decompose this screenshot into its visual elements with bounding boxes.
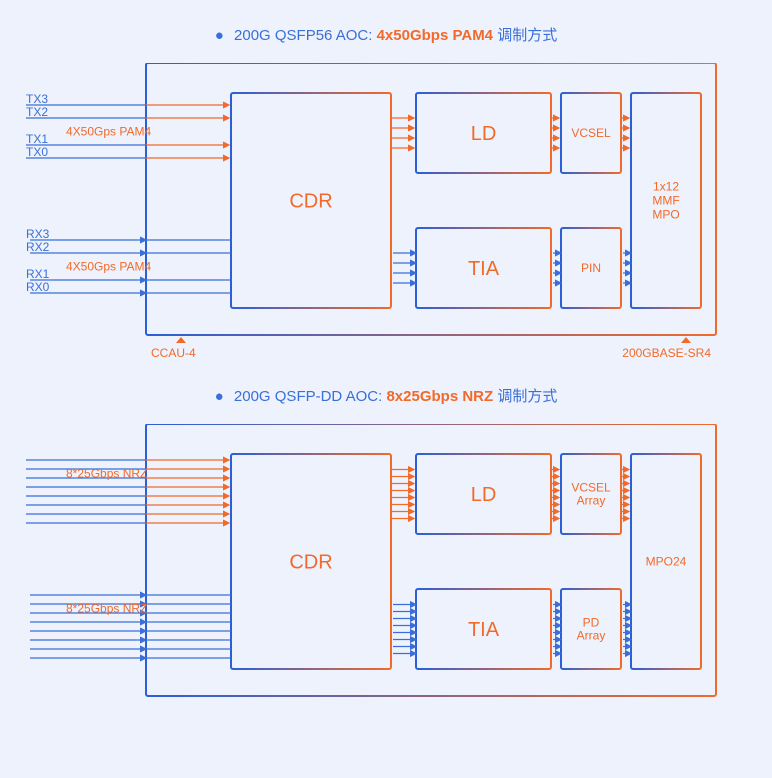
svg-text:MPO: MPO bbox=[652, 208, 679, 222]
svg-text:LD: LD bbox=[471, 123, 497, 145]
svg-text:LD: LD bbox=[471, 484, 497, 506]
diagram2: CDRLDTIAVCSELArrayPDArrayMPO248*25Gbps N… bbox=[0, 424, 772, 714]
svg-text:CDR: CDR bbox=[289, 552, 332, 574]
svg-text:TX0: TX0 bbox=[26, 145, 48, 159]
svg-text:TX3: TX3 bbox=[26, 92, 48, 106]
svg-text:PIN: PIN bbox=[581, 261, 601, 275]
svg-text:200GBASE-SR4: 200GBASE-SR4 bbox=[622, 346, 711, 360]
svg-text:VCSEL: VCSEL bbox=[571, 481, 611, 495]
svg-text:1x12: 1x12 bbox=[653, 180, 679, 194]
title2-suffix: 调制方式 bbox=[493, 388, 557, 405]
svg-text:CCAU-4: CCAU-4 bbox=[151, 346, 196, 360]
svg-text:MMF: MMF bbox=[652, 194, 679, 208]
svg-text:TX1: TX1 bbox=[26, 132, 48, 146]
title2-prefix: 200G QSFP-DD AOC: bbox=[234, 388, 387, 405]
svg-text:RX2: RX2 bbox=[26, 240, 50, 254]
svg-text:4X50Gps PAM4: 4X50Gps PAM4 bbox=[66, 125, 151, 139]
title1-prefix: 200G QSFP56 AOC: bbox=[234, 27, 377, 44]
bullet-icon: ● bbox=[215, 27, 224, 44]
bullet-icon: ● bbox=[215, 388, 224, 405]
svg-text:PD: PD bbox=[583, 616, 600, 630]
svg-text:TIA: TIA bbox=[468, 619, 500, 641]
title1-spec: 4x50Gbps PAM4 bbox=[377, 27, 493, 44]
svg-text:VCSEL: VCSEL bbox=[571, 126, 611, 140]
title1-suffix: 调制方式 bbox=[493, 27, 557, 44]
svg-text:Array: Array bbox=[577, 629, 606, 643]
svg-text:4X50Gps PAM4: 4X50Gps PAM4 bbox=[66, 260, 151, 274]
svg-text:RX0: RX0 bbox=[26, 280, 50, 294]
svg-text:CDR: CDR bbox=[289, 191, 332, 213]
svg-text:TX2: TX2 bbox=[26, 105, 48, 119]
title2-spec: 8x25Gbps NRZ bbox=[386, 388, 493, 405]
svg-text:TIA: TIA bbox=[468, 258, 500, 280]
svg-text:8*25Gbps NRZ: 8*25Gbps NRZ bbox=[66, 467, 147, 481]
diagram2-svg: CDRLDTIAVCSELArrayPDArrayMPO248*25Gbps N… bbox=[16, 424, 756, 714]
diagram1: CDR LD TIA VCSEL PIN 1x12MMFMPO TX3TX2 TX1TX0 RX… bbox=[0, 63, 772, 373]
svg-text:RX1: RX1 bbox=[26, 267, 50, 281]
svg-text:MPO24: MPO24 bbox=[646, 555, 687, 569]
diagram2-title: ● 200G QSFP-DD AOC: 8x25Gbps NRZ 调制方式 bbox=[0, 373, 772, 424]
svg-text:8*25Gbps NRZ: 8*25Gbps NRZ bbox=[66, 602, 147, 616]
diagram1-title: ● 200G QSFP56 AOC: 4x50Gbps PAM4 调制方式 bbox=[0, 0, 772, 63]
diagram1-svg: CDR LD TIA VCSEL PIN 1x12MMFMPO TX3TX2 TX1TX0 RX… bbox=[16, 63, 756, 373]
svg-text:RX3: RX3 bbox=[26, 227, 50, 241]
svg-text:Array: Array bbox=[577, 494, 606, 508]
